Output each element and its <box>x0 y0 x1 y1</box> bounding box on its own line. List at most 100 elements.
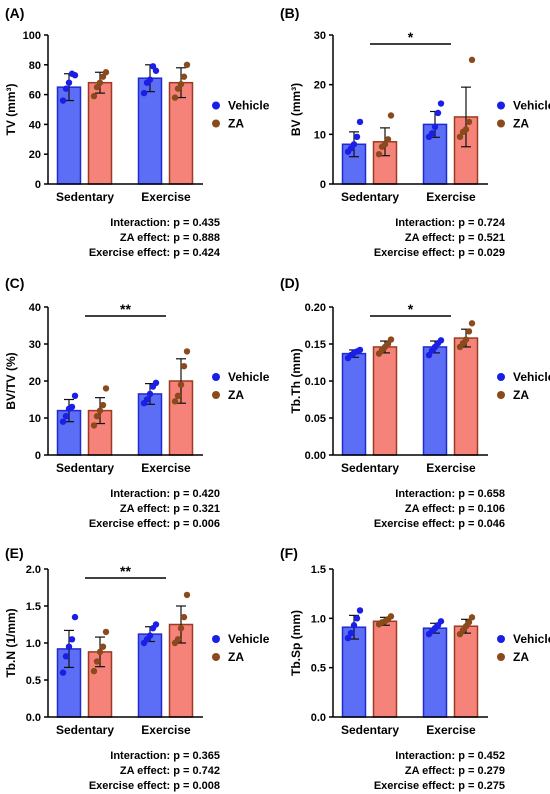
data-point-za <box>177 625 185 632</box>
data-point-za <box>465 328 473 335</box>
data-point-vehicle <box>152 621 160 628</box>
x-tick-label: Exercise <box>141 723 191 737</box>
stats-line: Exercise effect: p = 0.008 <box>89 780 220 792</box>
data-point-vehicle <box>152 67 160 74</box>
data-point-za <box>102 69 110 76</box>
panel-label: (C) <box>5 275 24 291</box>
data-point-za <box>180 363 188 370</box>
data-point-vehicle <box>62 85 70 92</box>
x-tick-label: Sedentary <box>341 461 399 475</box>
data-point-vehicle <box>71 72 79 79</box>
y-tick-label: 20 <box>29 376 41 388</box>
stats-line: Interaction: p = 0.435 <box>110 217 220 229</box>
data-point-vehicle <box>143 396 151 403</box>
data-point-za <box>462 336 470 343</box>
panel-label: (E) <box>5 545 24 561</box>
data-point-za <box>177 80 185 88</box>
legend-label: Vehicle <box>228 370 270 384</box>
data-point-za <box>468 614 476 621</box>
panel-label: (A) <box>5 5 24 21</box>
data-point-za <box>462 126 470 133</box>
legend-marker-vehicle <box>497 635 505 643</box>
y-tick-label: 40 <box>29 302 41 314</box>
data-point-za <box>99 401 107 409</box>
y-tick-label: 0.5 <box>26 675 41 687</box>
stats-line: Interaction: p = 0.724 <box>395 217 506 229</box>
legend-label: Vehicle <box>228 99 270 113</box>
stats-line: Exercise effect: p = 0.006 <box>89 518 220 530</box>
data-point-za <box>96 79 104 86</box>
y-axis-label: BV (mm³) <box>289 83 303 136</box>
y-tick-label: 1.0 <box>311 613 326 625</box>
panel-f: (F) Tb.Sp (mm) 0.0 0.5 1.0 1.5 Sedentary Exerci… <box>280 545 550 792</box>
legend-label: ZA <box>228 117 244 131</box>
data-point-vehicle <box>68 636 76 643</box>
y-tick-label: 0.10 <box>305 376 326 388</box>
data-point-vehicle <box>59 97 67 104</box>
x-tick-label: Exercise <box>141 461 191 475</box>
bar-za-exercise <box>453 337 479 456</box>
y-tick-label: 10 <box>29 413 41 425</box>
data-point-vehicle <box>344 634 352 642</box>
data-point-vehicle <box>146 76 154 83</box>
legend-label: ZA <box>228 388 244 402</box>
y-tick-label: 1.5 <box>311 564 326 576</box>
data-point-za <box>387 336 395 343</box>
y-axis-label: BV/TV (%) <box>4 352 18 409</box>
bar-za-exercise <box>453 625 479 718</box>
data-point-za <box>180 613 188 621</box>
y-tick-label: 0.0 <box>26 712 41 724</box>
panel-label: (B) <box>280 5 299 21</box>
stats-line: Exercise effect: p = 0.046 <box>374 518 505 530</box>
y-tick-label: 40 <box>29 119 41 131</box>
bar-za-sedentary <box>372 620 398 718</box>
data-point-vehicle <box>350 141 358 148</box>
data-point-za <box>99 643 107 650</box>
y-tick-label: 1.5 <box>26 601 41 613</box>
y-tick-label: 0.15 <box>305 339 326 351</box>
data-point-vehicle <box>71 613 79 621</box>
data-point-za <box>468 56 476 64</box>
bar-vehicle-sedentary <box>341 626 367 718</box>
data-point-za <box>387 613 395 620</box>
data-point-za <box>90 92 98 100</box>
data-point-za <box>96 648 104 656</box>
panel-label: (F) <box>280 545 298 561</box>
panel-b: (B) BV (mm³) 0 10 20 30 Sedentary Exercise * Vehi… <box>280 5 550 259</box>
bar-vehicle-exercise <box>137 633 163 718</box>
data-point-vehicle <box>353 615 361 622</box>
x-tick-label: Exercise <box>141 190 191 204</box>
data-point-vehicle <box>65 643 73 650</box>
panel-label: (D) <box>280 275 299 291</box>
y-tick-label: 0 <box>35 179 41 191</box>
data-point-vehicle <box>356 346 364 354</box>
y-tick-label: 0.05 <box>305 413 326 425</box>
data-point-za <box>171 94 179 101</box>
data-point-za <box>465 118 473 126</box>
data-point-za <box>456 133 464 141</box>
y-tick-label: 20 <box>29 149 41 161</box>
data-point-za <box>102 385 110 392</box>
data-point-vehicle <box>434 109 442 117</box>
stats-line: Interaction: p = 0.658 <box>395 488 505 500</box>
data-point-za <box>93 658 101 665</box>
panel-e: (E) Tb.N (1/mm) 0.0 0.5 1.0 1.5 2.0 Sedentary Ex… <box>4 545 270 792</box>
x-tick-label: Exercise <box>426 723 476 737</box>
stats-line: Interaction: p = 0.365 <box>110 750 220 762</box>
data-point-vehicle <box>65 79 73 86</box>
stats-line: ZA effect: p = 0.106 <box>405 503 505 515</box>
data-point-za <box>180 73 188 80</box>
y-tick-label: 0.5 <box>311 663 326 675</box>
x-tick-label: Exercise <box>426 190 476 204</box>
data-point-za <box>375 151 383 158</box>
y-tick-label: 2.0 <box>26 564 41 576</box>
bar-vehicle-exercise <box>422 346 448 456</box>
data-point-vehicle <box>152 379 160 387</box>
data-point-vehicle <box>431 123 439 131</box>
stats-line: ZA effect: p = 0.888 <box>120 232 220 244</box>
y-axis-label: Tb.N (1/mm) <box>4 608 18 677</box>
panel-c: (C) BV/TV (%) 0 10 20 30 40 Sedentary Exercise **… <box>4 275 270 530</box>
significance-marker: * <box>408 29 414 45</box>
legend-label: Vehicle <box>513 632 550 646</box>
